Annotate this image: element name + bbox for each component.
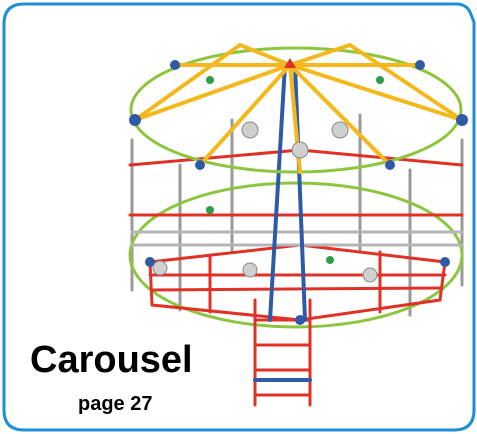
card: Carousel page 27 [0, 0, 477, 434]
page: Carousel page 27 (() => { const data = J… [0, 0, 477, 434]
title: Carousel [30, 339, 193, 381]
page-label: page 27 [78, 393, 152, 415]
